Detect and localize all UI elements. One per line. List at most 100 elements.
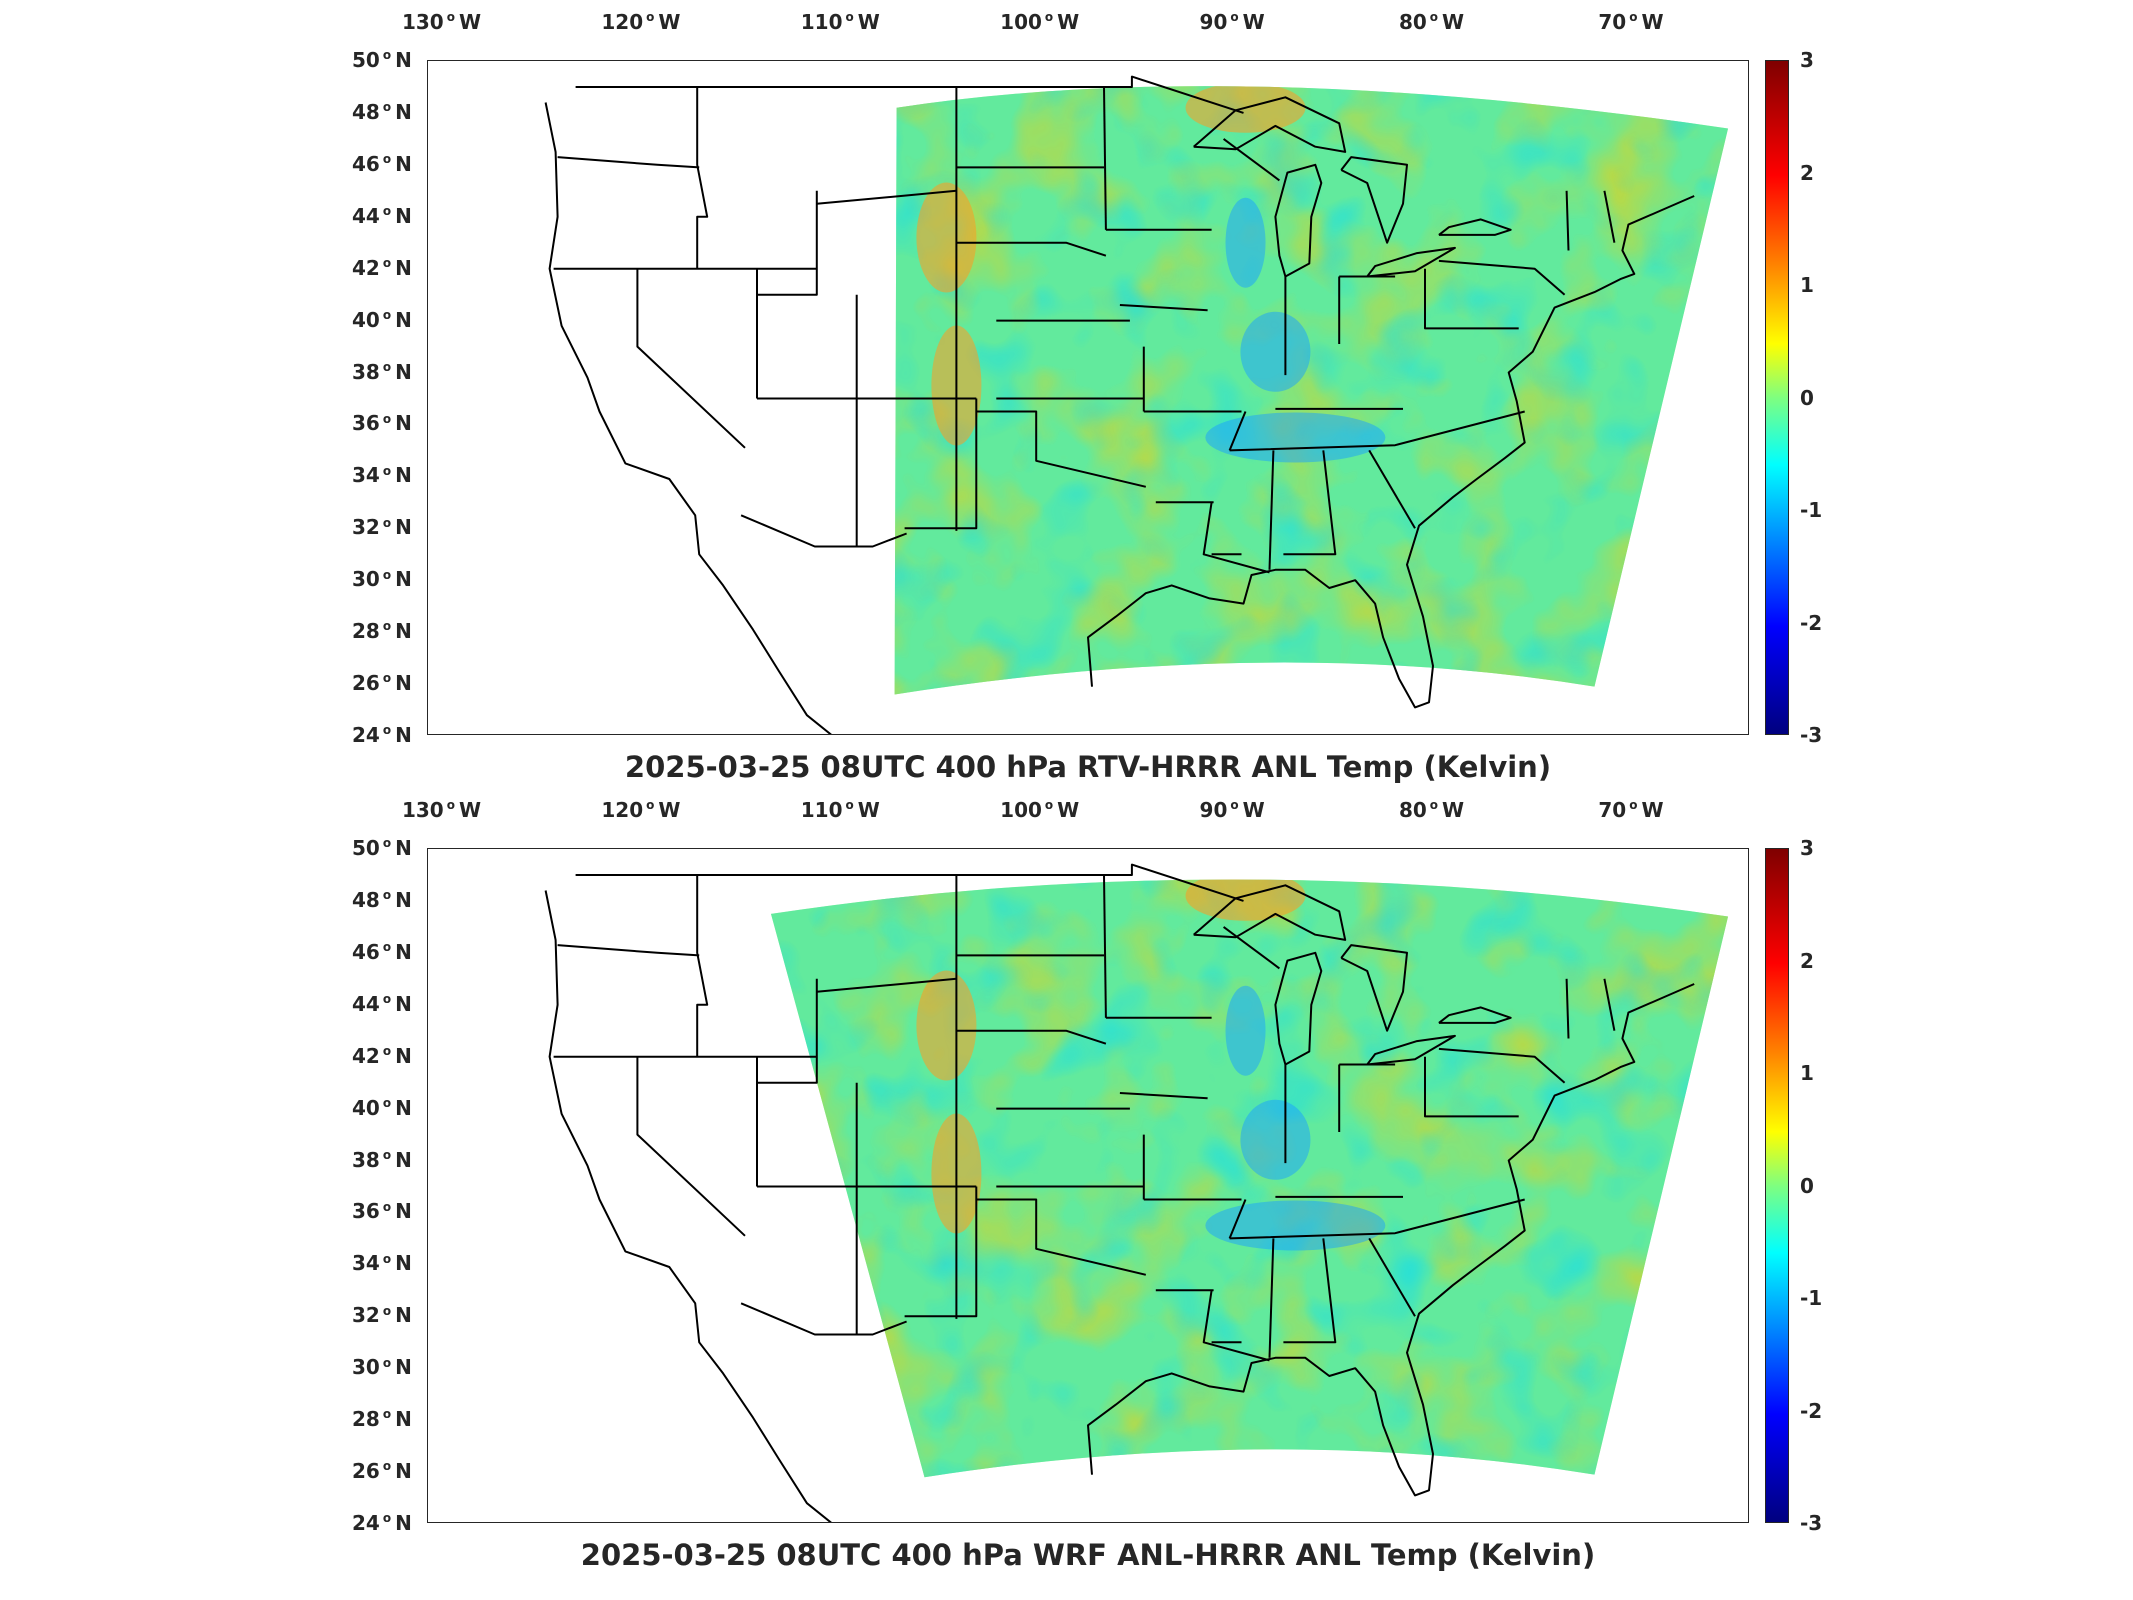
lon-tick-value: 100: [1000, 798, 1042, 822]
lon-tick-label: 110 o W: [800, 798, 880, 822]
lat-tick-hemi: N: [395, 1407, 412, 1432]
lat-tick-hemi: N: [395, 887, 412, 912]
lat-tick-value: 28: [352, 619, 380, 644]
lat-tick-value: 42: [352, 255, 380, 280]
lat-tick-hemi: N: [395, 515, 412, 540]
lat-tick-value: 40: [352, 1095, 380, 1120]
colorbar: [1765, 848, 1789, 1523]
lon-tick-hemi: W: [458, 10, 482, 34]
lat-tick-label: 24 o N: [352, 723, 412, 747]
lat-tick-label: 28 o N: [352, 1407, 412, 1432]
lat-tick-hemi: N: [395, 359, 412, 384]
temperature-difference-field: [894, 86, 1729, 695]
colorbar-tick-label: -1: [1800, 498, 1823, 522]
lon-tick-hemi: W: [1242, 10, 1265, 34]
lon-tick-value: 70: [1598, 798, 1627, 822]
map-panel-top: 130 o W 120 o W 110 o W 100 o W 90 o W 80 o W 70 o W 50 o N 48 o N…: [0, 0, 2133, 790]
lat-tick-label: 32 o N: [352, 1303, 412, 1328]
temperature-difference-field: [770, 879, 1729, 1478]
lat-tick-value: 34: [352, 1251, 380, 1276]
lon-tick-value: 110: [800, 10, 843, 34]
lon-tick-hemi: W: [1242, 798, 1265, 822]
lon-tick-label: 130 o W: [401, 10, 482, 34]
lat-tick-hemi: N: [395, 836, 412, 860]
lon-tick-hemi: W: [658, 10, 681, 34]
lat-tick-label: 50 o N: [352, 48, 412, 72]
lat-tick-label: 28 o N: [352, 619, 412, 644]
lon-tick-value: 120: [601, 10, 644, 34]
colorbar-tick-label: -2: [1800, 610, 1823, 635]
lat-tick-value: 26: [352, 671, 380, 696]
lat-tick-label: 42 o N: [352, 255, 412, 280]
lon-tick-label: 70 o W: [1598, 798, 1664, 822]
lat-tick-label: 30 o N: [352, 567, 412, 592]
lat-tick-label: 34 o N: [352, 463, 412, 488]
lat-tick-label: 24 o N: [352, 1511, 412, 1535]
lat-tick-value: 44: [352, 203, 380, 228]
lon-tick-value: 100: [1000, 10, 1042, 34]
colorbar-tick-label: 0: [1800, 1173, 1814, 1198]
colorbar-tick-label: -3: [1800, 723, 1823, 747]
lat-tick-value: 48: [352, 887, 380, 912]
lon-tick-label: 110 o W: [800, 10, 880, 34]
lat-tick-label: 46 o N: [352, 939, 412, 964]
map-area: [427, 60, 1749, 735]
colorbar-tick-label: 1: [1800, 1061, 1814, 1085]
lon-tick-hemi: W: [1442, 798, 1465, 822]
map-svg: [544, 863, 1729, 1522]
colorbar-tick-label: 3: [1800, 48, 1814, 72]
colorbar-tick-label: -2: [1800, 1398, 1823, 1423]
lat-tick-value: 38: [352, 359, 380, 384]
lat-tick-hemi: N: [395, 48, 412, 72]
lat-tick-hemi: N: [395, 151, 412, 176]
lat-tick-value: 38: [352, 1147, 380, 1172]
lon-tick-value: 70: [1598, 10, 1627, 34]
map-area: [427, 848, 1749, 1523]
lon-tick-label: 90 o W: [1199, 798, 1265, 822]
lat-tick-value: 24: [352, 1511, 380, 1535]
colorbar-tick-label: 2: [1800, 160, 1814, 185]
lon-tick-value: 80: [1398, 10, 1427, 34]
colorbar-tick-label: -1: [1800, 1286, 1823, 1310]
lat-tick-value: 46: [352, 151, 380, 176]
lat-tick-label: 42 o N: [352, 1043, 412, 1068]
lon-tick-label: 130 o W: [401, 798, 482, 822]
lat-tick-hemi: N: [395, 1303, 412, 1328]
lon-tick-value: 130: [401, 798, 444, 822]
lat-tick-label: 26 o N: [352, 1459, 412, 1484]
lat-tick-value: 32: [352, 1303, 380, 1328]
lat-tick-label: 30 o N: [352, 1355, 412, 1380]
lat-tick-hemi: N: [395, 411, 412, 436]
lat-tick-hemi: N: [395, 255, 412, 280]
colorbar: [1765, 60, 1789, 735]
lat-tick-hemi: N: [395, 1199, 412, 1224]
lon-tick-label: 100 o W: [1000, 10, 1080, 34]
lat-tick-value: 30: [352, 1355, 380, 1380]
map-panel-bottom: 130 o W 120 o W 110 o W 100 o W 90 o W 80 o W 70 o W 50 o N 48 o N…: [0, 788, 2133, 1578]
lat-tick-hemi: N: [395, 1043, 412, 1068]
lon-tick-value: 130: [401, 10, 444, 34]
state-boundaries: [544, 863, 1695, 1522]
lat-tick-label: 38 o N: [352, 359, 412, 384]
lon-tick-label: 70 o W: [1598, 10, 1664, 34]
lat-tick-label: 32 o N: [352, 515, 412, 540]
lat-tick-hemi: N: [395, 463, 412, 488]
lat-tick-label: 36 o N: [352, 1199, 412, 1224]
lon-tick-label: 100 o W: [1000, 798, 1080, 822]
lat-tick-value: 48: [352, 99, 380, 124]
lat-tick-label: 34 o N: [352, 1251, 412, 1276]
lat-tick-value: 24: [352, 723, 380, 747]
lon-tick-hemi: W: [1057, 798, 1080, 822]
lat-tick-hemi: N: [395, 203, 412, 228]
lat-tick-hemi: N: [395, 1355, 412, 1380]
lon-tick-hemi: W: [1641, 798, 1664, 822]
lat-tick-hemi: N: [395, 619, 412, 644]
lat-tick-value: 36: [352, 1199, 380, 1224]
lat-tick-value: 50: [352, 48, 380, 72]
lon-tick-hemi: W: [658, 798, 681, 822]
lat-tick-label: 40 o N: [352, 307, 412, 332]
lon-tick-label: 80 o W: [1398, 798, 1465, 822]
lat-tick-label: 26 o N: [352, 671, 412, 696]
lon-tick-value: 80: [1398, 798, 1427, 822]
lon-tick-hemi: W: [1641, 10, 1664, 34]
